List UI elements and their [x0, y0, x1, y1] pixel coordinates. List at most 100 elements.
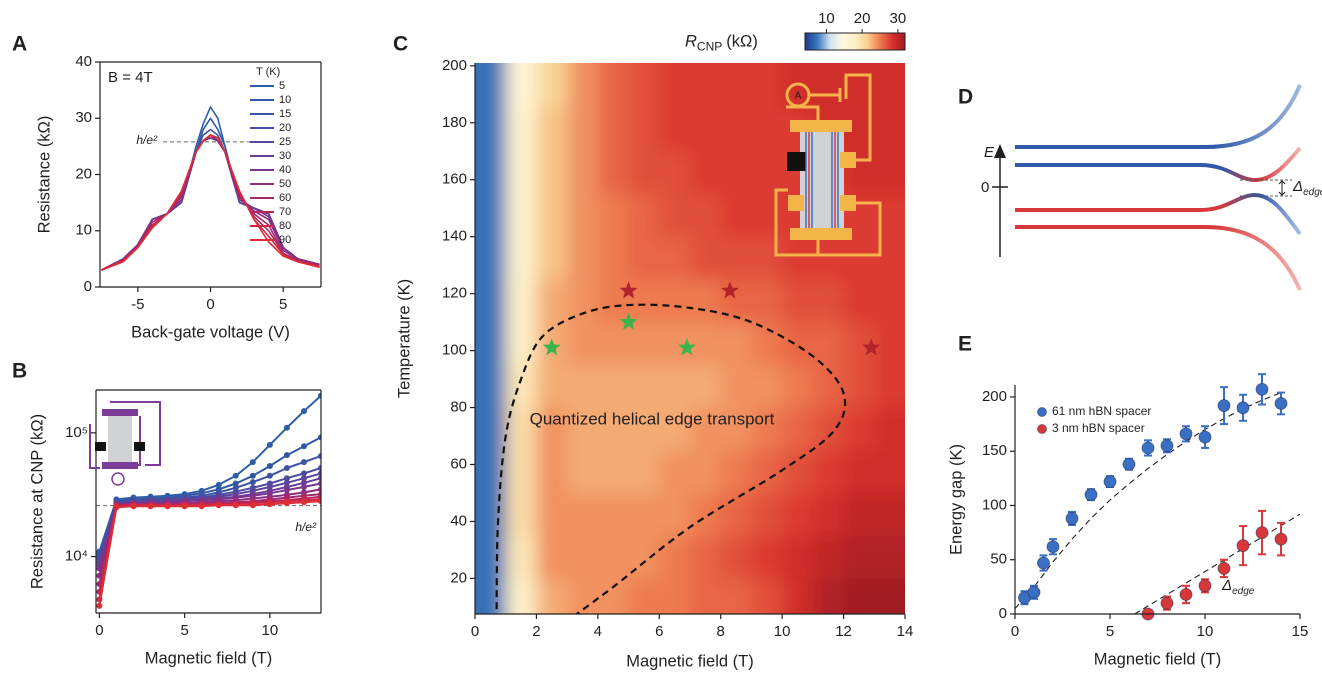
heatmap-cell [505, 535, 537, 579]
contact [102, 409, 138, 416]
heatmap-cell [505, 450, 537, 494]
x-tick-label: 0 [1011, 623, 1019, 640]
colorbar-symbol: R [685, 33, 697, 51]
heatmap-cell [597, 535, 630, 579]
heatmap-cell [874, 450, 905, 494]
axis-label: E [984, 144, 995, 161]
heatmap-cell [597, 450, 630, 494]
heatmap-cell [720, 63, 752, 110]
y-tick-label: 10 [75, 222, 92, 239]
heatmap-cell [628, 108, 660, 152]
y-axis-label: Temperature (K) [395, 279, 413, 398]
y-tick-label: 20 [450, 569, 467, 586]
y-tick-label: 200 [982, 388, 1007, 405]
device: A [787, 91, 856, 240]
heatmap-cell [812, 364, 845, 409]
y-tick-label: 100 [982, 496, 1007, 513]
legend-label: 60 [279, 192, 291, 204]
heatmap-cell [536, 450, 568, 494]
heatmap-cell [567, 322, 599, 366]
x-tick-label: 15 [1292, 623, 1309, 640]
marker [300, 459, 307, 466]
x-tick-label: 4 [594, 623, 602, 640]
heatmap-cell [475, 151, 507, 195]
heatmap-cell [720, 236, 752, 280]
marker [130, 503, 137, 510]
panel-label: A [12, 33, 27, 56]
marker [1255, 382, 1269, 396]
heatmap-cell [751, 407, 783, 451]
heatmap-cell [659, 364, 691, 409]
contact [790, 120, 852, 132]
star-marker [619, 281, 638, 299]
heatmap-cell [782, 535, 814, 579]
marker [164, 503, 171, 510]
heatmap-cell [690, 407, 722, 451]
marker [147, 503, 154, 510]
marker [1217, 561, 1231, 575]
contact [95, 442, 106, 451]
marker [266, 441, 273, 448]
marker [318, 498, 321, 505]
marker [300, 475, 307, 482]
marker [215, 481, 222, 488]
heatmap-cell [782, 492, 814, 537]
x-tick-label: 5 [1106, 623, 1114, 640]
heatmap-cell [720, 322, 752, 366]
heatmap-cell [505, 236, 537, 280]
marker [1274, 396, 1288, 410]
marker [283, 479, 290, 486]
marker [318, 486, 321, 493]
heatmap-cell [475, 492, 507, 537]
heatmap-cell [690, 364, 722, 409]
edge-channel [805, 132, 839, 228]
heatmap-cell [597, 108, 630, 152]
heatmap-cell [874, 193, 905, 238]
x-tick-label: 14 [897, 623, 914, 640]
heatmap-cell [751, 535, 783, 579]
marker [96, 602, 103, 609]
heatmap-cell [505, 492, 537, 537]
heatmap-cell [690, 322, 722, 366]
heatmap-cell [475, 578, 507, 614]
heatmap-cell [751, 450, 783, 494]
heatmap-cell [751, 322, 783, 366]
y-tick-label: 160 [442, 171, 467, 188]
channel [800, 130, 844, 230]
heatmap-cell [536, 578, 568, 614]
star-marker [720, 281, 739, 299]
heatmap-cell [720, 108, 752, 152]
marker [266, 472, 273, 479]
heatmap-cell [874, 492, 905, 537]
x-tick-label: 0 [206, 296, 214, 313]
phase-boundary [495, 303, 847, 614]
device-inset [774, 73, 882, 257]
heatmap-cell [720, 279, 752, 323]
heatmap-cell [843, 578, 875, 614]
ammeter [111, 472, 125, 486]
heatmap-cell [536, 63, 568, 110]
heatmap-cell [812, 450, 845, 494]
series-line [101, 134, 320, 271]
heatmap-cell [812, 492, 845, 537]
heatmap-cell [505, 151, 537, 195]
fit-line [1015, 392, 1282, 609]
heatmap-cell [567, 407, 599, 451]
zero-label: 0 [981, 179, 989, 196]
y-tick-label: 30 [75, 109, 92, 126]
heatmap-cell [720, 578, 752, 614]
heatmap-cell [628, 279, 660, 323]
heatmap-cell [597, 578, 630, 614]
heatmap-cell [475, 407, 507, 451]
plot-area [96, 392, 321, 609]
marker [181, 503, 188, 510]
legend-label: 20 [279, 122, 291, 134]
heatmap-cell [751, 364, 783, 409]
heatmap-cell [536, 407, 568, 451]
legend-label: 30 [279, 150, 291, 162]
heatmap-cell [567, 492, 599, 537]
heatmap-cell [505, 322, 537, 366]
heatmap-cell [659, 193, 691, 238]
heatmap-cell [505, 108, 537, 152]
marker [1160, 439, 1174, 453]
